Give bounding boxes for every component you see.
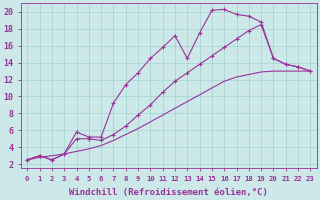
X-axis label: Windchill (Refroidissement éolien,°C): Windchill (Refroidissement éolien,°C)	[69, 188, 268, 197]
